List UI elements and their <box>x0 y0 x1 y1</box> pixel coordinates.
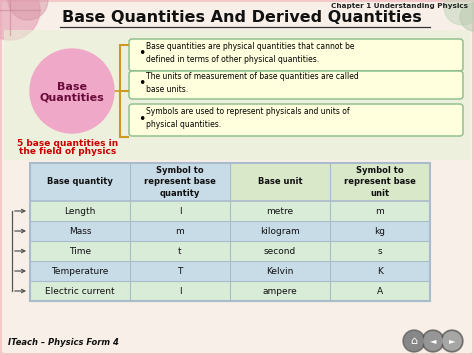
Circle shape <box>8 0 48 20</box>
Text: Length: Length <box>64 207 96 215</box>
Text: •: • <box>138 48 146 60</box>
FancyBboxPatch shape <box>129 104 463 136</box>
Text: Symbol to
represent base
quantity: Symbol to represent base quantity <box>144 166 216 198</box>
Text: Symbol to
represent base
unit: Symbol to represent base unit <box>344 166 416 198</box>
Text: Mass: Mass <box>69 226 91 235</box>
Text: ITeach – Physics Form 4: ITeach – Physics Form 4 <box>8 338 119 347</box>
Bar <box>30 163 430 301</box>
Text: T: T <box>177 267 182 275</box>
FancyBboxPatch shape <box>129 71 463 99</box>
Bar <box>30 281 430 301</box>
Circle shape <box>422 330 444 352</box>
Circle shape <box>0 0 40 40</box>
Text: Symbols are used to represent physicals and units of
physical quantities.: Symbols are used to represent physicals … <box>146 107 350 129</box>
Circle shape <box>443 332 461 350</box>
Text: Base quantity: Base quantity <box>47 178 113 186</box>
Circle shape <box>444 0 474 25</box>
Text: Base: Base <box>57 82 87 92</box>
Text: •: • <box>138 77 146 91</box>
Text: •: • <box>138 113 146 126</box>
Text: ◄: ◄ <box>430 337 436 345</box>
Text: metre: metre <box>266 207 293 215</box>
Circle shape <box>424 332 442 350</box>
Text: m: m <box>375 207 384 215</box>
Text: ⌂: ⌂ <box>410 336 418 346</box>
Text: Base quantities are physical quantities that cannot be
defined in terms of other: Base quantities are physical quantities … <box>146 42 355 64</box>
FancyBboxPatch shape <box>4 30 470 160</box>
Text: Base unit: Base unit <box>258 178 302 186</box>
Text: A: A <box>377 286 383 295</box>
Text: Base Quantities And Derived Quantities: Base Quantities And Derived Quantities <box>62 11 422 26</box>
Text: 5 base quantities in: 5 base quantities in <box>18 138 118 147</box>
Text: Electric current: Electric current <box>45 286 115 295</box>
Text: m: m <box>176 226 184 235</box>
Text: ampere: ampere <box>263 286 297 295</box>
Bar <box>30 241 430 261</box>
Text: second: second <box>264 246 296 256</box>
Text: kilogram: kilogram <box>260 226 300 235</box>
Text: Quantities: Quantities <box>40 92 104 102</box>
Text: Kelvin: Kelvin <box>266 267 294 275</box>
Text: ►: ► <box>449 337 455 345</box>
FancyBboxPatch shape <box>129 39 463 71</box>
Text: K: K <box>377 267 383 275</box>
Bar <box>30 201 430 221</box>
Text: s: s <box>378 246 383 256</box>
Bar <box>30 261 430 281</box>
Bar <box>230 163 430 201</box>
Text: the field of physics: the field of physics <box>19 147 117 155</box>
Bar <box>30 221 430 241</box>
Circle shape <box>403 330 425 352</box>
Text: Time: Time <box>69 246 91 256</box>
Text: l: l <box>179 207 182 215</box>
Text: t: t <box>178 246 182 256</box>
Circle shape <box>405 332 423 350</box>
Text: The units of measurement of base quantities are called
base units.: The units of measurement of base quantit… <box>146 72 359 94</box>
Text: I: I <box>179 286 182 295</box>
Circle shape <box>30 49 114 133</box>
Bar <box>30 163 430 201</box>
Text: Chapter 1 Understanding Physics: Chapter 1 Understanding Physics <box>331 3 468 9</box>
Text: kg: kg <box>374 226 385 235</box>
Circle shape <box>460 3 474 31</box>
Text: Temperature: Temperature <box>51 267 109 275</box>
Circle shape <box>441 330 463 352</box>
